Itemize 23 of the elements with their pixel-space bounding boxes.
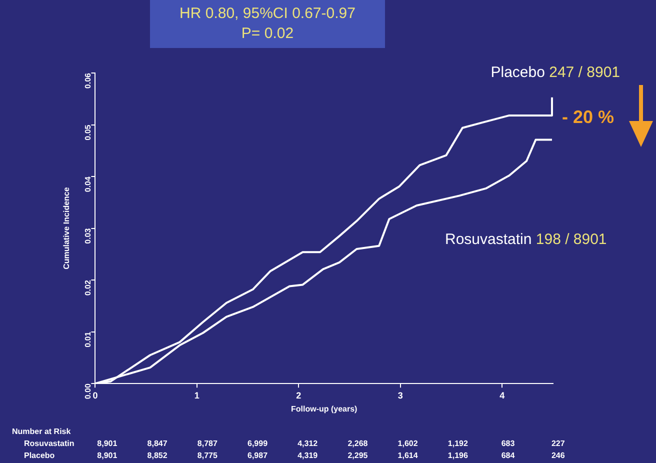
y-tick-label: 0.01: [83, 331, 92, 348]
x-tick-label: 1: [194, 390, 200, 400]
x-axis-title: Follow-up (years): [290, 404, 358, 414]
text: Rosuvastatin: [445, 231, 532, 248]
text: Placebo 8,901 8,852 8,775 6,987 4,319 2,295 1,614 1,196 684 246: [24, 451, 565, 460]
annotation: 247 / 8901: [549, 64, 620, 82]
series-label: Placebo: [490, 64, 545, 82]
y-tick-label: 0.06: [83, 72, 92, 89]
y-tick-label: 0.00: [83, 383, 92, 400]
annotation: 198 / 8901: [536, 231, 607, 248]
text: - 20 %: [562, 106, 614, 127]
x-tick-label: 4: [500, 390, 505, 400]
caption-box: HR 0.80, 95%CI 0.67-0.97 P= 0.02: [150, 0, 385, 48]
x-tick-label: 3: [398, 390, 403, 400]
text: Number at Risk: [12, 427, 72, 436]
y-tick-label: 0.04: [83, 176, 92, 192]
x-tick-label: 2: [296, 390, 302, 400]
y-axis-title: Cumulative Incidence: [62, 186, 72, 270]
x-tick-label: 0: [92, 390, 98, 400]
y-tick-label: 0.03: [83, 228, 92, 244]
y-tick-label: 0.02: [83, 280, 92, 296]
text: Rosuvastatin 8,901 8,847 8,787 6,999 4,312 2,268 1,602 1,192 683 227: [24, 439, 565, 448]
y-tick-label: 0.05: [83, 124, 92, 140]
